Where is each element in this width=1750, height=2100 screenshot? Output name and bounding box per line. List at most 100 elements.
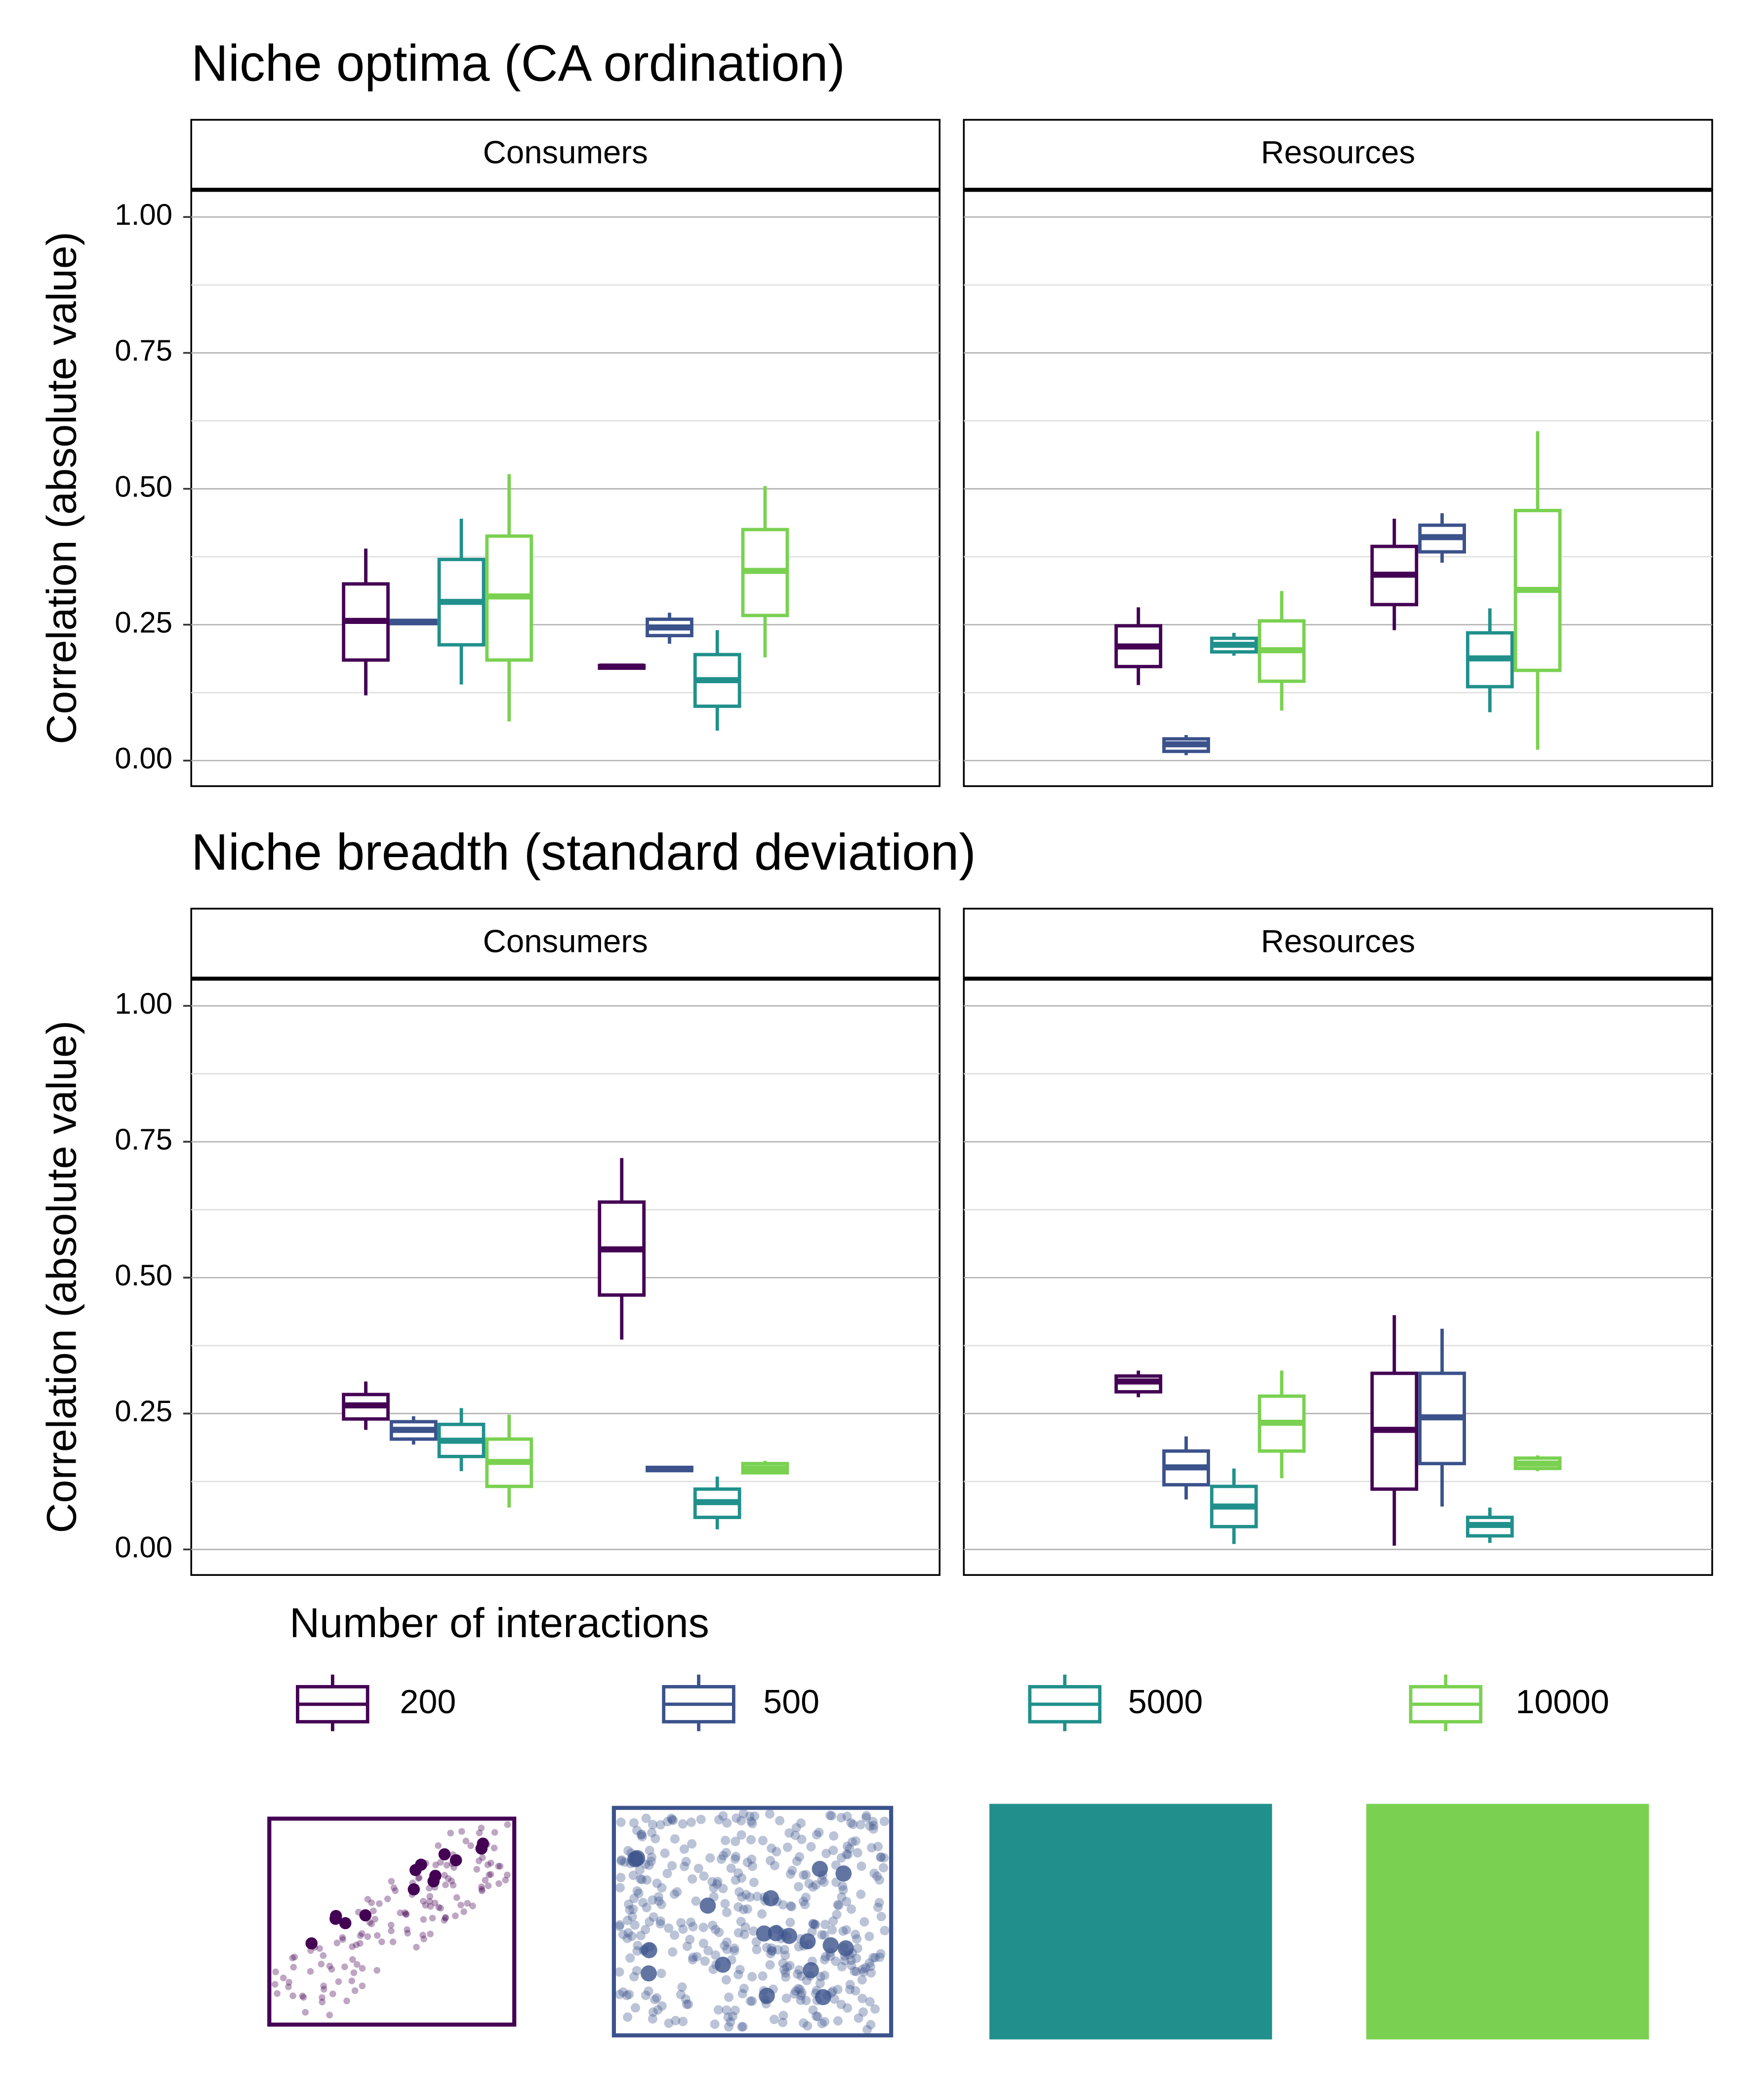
thumbnail-dot — [629, 1894, 639, 1903]
thumbnail-dot — [722, 1937, 732, 1947]
thumbnail-dot — [852, 1953, 861, 1963]
thumbnail-dot — [860, 1963, 870, 1973]
thumbnail-dot — [349, 1943, 356, 1950]
thumbnail-dot — [813, 2012, 822, 2021]
thumbnail-dot — [721, 1975, 731, 1985]
thumbnail-dot — [449, 1882, 457, 1889]
thumbnail-dot — [476, 1829, 483, 1837]
thumbnail-dot — [737, 1892, 747, 1902]
thumbnail-dot — [878, 1863, 889, 1873]
thumbnail-dot — [846, 1955, 856, 1965]
thumbnail-dot — [625, 1953, 635, 1963]
thumbnail-dot — [637, 1832, 647, 1842]
thumbnail-dot — [847, 1904, 856, 1914]
thumbnail-dot — [782, 1842, 792, 1852]
thumbnail-dot — [305, 1937, 318, 1950]
thumbnail-dot — [808, 1882, 818, 1892]
thumbnail-dot — [680, 1861, 690, 1871]
thumbnail-dot — [291, 1953, 298, 1961]
thumbnail-dot — [667, 1815, 677, 1825]
thumbnail-dot — [773, 1945, 783, 1955]
thumbnail-dot — [633, 1940, 643, 1950]
thumbnail-dot — [404, 1930, 411, 1937]
panel — [190, 978, 941, 1576]
thumbnail-dot — [491, 1829, 498, 1836]
thumbnail-dot — [289, 1954, 296, 1962]
thumbnail-dot — [747, 1818, 757, 1829]
thumbnail-dot — [790, 1830, 800, 1840]
thumbnail-dot — [851, 1930, 860, 1939]
thumbnail-dot — [746, 1816, 756, 1826]
thumbnail-dot — [775, 1815, 785, 1826]
thumbnail-dot — [687, 1839, 697, 1849]
thumbnail-dot — [835, 1865, 852, 1882]
thumbnail-dot — [642, 1902, 651, 1912]
thumbnail-dot — [722, 2005, 732, 2015]
thumbnail-dot — [614, 1921, 624, 1932]
thumbnail-dot — [838, 1940, 854, 1957]
thumbnail-dot — [402, 1909, 408, 1916]
thumbnail-dot — [642, 1875, 651, 1885]
thumbnail-dot — [504, 1821, 511, 1828]
thumbnail-dot — [861, 1813, 871, 1823]
thumbnail-dot — [730, 1854, 740, 1864]
thumbnail-dot — [678, 2017, 688, 2026]
thumbnail-dot — [749, 1926, 759, 1936]
thumbnail-dot — [274, 1990, 281, 1997]
thumbnail-dot — [316, 1945, 324, 1952]
thumbnail-dot — [495, 1863, 502, 1870]
thumbnail-dot — [739, 1930, 749, 1939]
thumbnail-dot — [778, 1900, 788, 1910]
thumbnail-dot — [350, 1969, 358, 1976]
thumbnail-dot — [441, 1917, 448, 1924]
thumbnail-dot — [693, 1863, 703, 1873]
thumbnail-dot — [747, 1854, 757, 1864]
thumbnail-dot — [749, 1878, 759, 1888]
thumbnail-dot — [856, 1861, 866, 1871]
thumbnail-dot — [370, 1907, 377, 1914]
thumbnail-dot — [448, 1877, 455, 1885]
thumbnail-dot — [820, 1952, 830, 1962]
thumbnail-dot — [442, 1914, 449, 1921]
y-tick-label: 0.00 — [115, 1530, 172, 1564]
thumbnail-dot — [874, 1897, 884, 1908]
thumbnail-dot — [397, 1909, 404, 1917]
thumbnail-dot — [847, 1837, 857, 1847]
thumbnail-dot — [672, 1887, 682, 1897]
y-tick-label: 1.00 — [115, 987, 172, 1020]
thumbnail-dot — [853, 1848, 862, 1858]
thumbnail-dot — [721, 1836, 731, 1846]
thumbnail-dot — [622, 1915, 632, 1925]
thumbnail-dot — [726, 2017, 735, 2027]
thumbnail-dot — [648, 2007, 658, 2017]
thumbnail-dot — [320, 1982, 327, 1989]
thumbnail-dot — [817, 1875, 827, 1885]
thumbnail-dot — [478, 1886, 486, 1893]
thumbnail-dot — [442, 1914, 449, 1922]
thumbnail-dot — [836, 1853, 846, 1863]
thumbnail-dot — [817, 2018, 827, 2028]
thumbnail-dot — [389, 1938, 397, 1945]
thumbnail-dot — [806, 1842, 816, 1852]
thumbnail-dot — [842, 1841, 852, 1851]
thumbnail-dot — [616, 1873, 626, 1883]
thumbnail-dot — [875, 1952, 885, 1962]
thumbnail-dot — [785, 1869, 796, 1879]
thumbnail-dot — [357, 1932, 364, 1939]
thumbnail-dot — [825, 1951, 835, 1961]
thumbnail-dot — [866, 1962, 876, 1972]
strip — [963, 119, 1713, 191]
thumbnail-dot — [496, 1862, 504, 1870]
thumbnail-dot — [290, 1964, 297, 1971]
thumbnail-dot — [821, 1849, 831, 1858]
thumbnail-dot — [737, 2022, 747, 2032]
thumbnail-dot — [721, 1848, 731, 1857]
thumbnail-dot — [615, 1989, 625, 1999]
thumbnail-dot — [876, 1852, 886, 1862]
thumbnail-dot — [869, 1868, 879, 1878]
thumbnail-dot — [714, 1928, 724, 1937]
thumbnail-dot — [453, 1894, 460, 1901]
thumbnail-dot — [479, 1887, 486, 1894]
thumbnail-dot — [785, 1918, 795, 1928]
legend-label: 10000 — [1516, 1683, 1609, 1721]
